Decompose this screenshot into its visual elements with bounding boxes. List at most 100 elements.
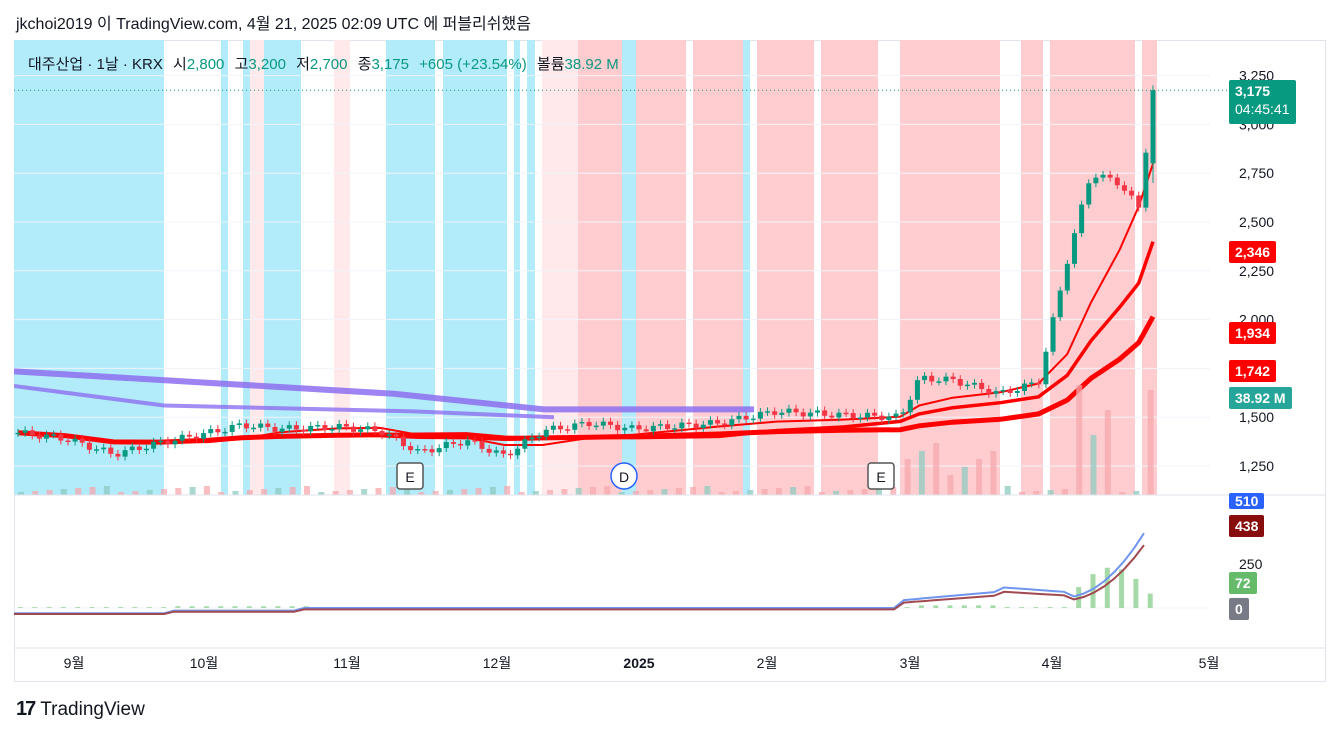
candle-body — [329, 429, 335, 431]
candle-body — [365, 426, 371, 430]
ma-mid-purple — [14, 383, 555, 420]
price-chart[interactable]: 1,2501,5001,7502,0002,2502,5002,7503,000… — [14, 40, 1326, 682]
candle-body — [301, 429, 307, 432]
candle-body — [172, 440, 178, 445]
candle-body — [529, 437, 535, 440]
osc-hist-bar — [218, 606, 224, 608]
time-tick-label: 5월 — [1199, 655, 1220, 671]
volume-bar — [218, 492, 225, 495]
candle-body — [429, 449, 435, 453]
candle-body — [729, 419, 735, 426]
candle-body — [165, 440, 171, 445]
volume-bar — [103, 486, 110, 495]
candle-body — [1100, 174, 1106, 178]
candle-body — [736, 415, 742, 420]
candle-body — [393, 434, 399, 437]
regime-band — [514, 40, 520, 495]
osc-macd-tag: 510 — [1229, 493, 1265, 509]
candle-body — [465, 440, 471, 446]
candle-body — [315, 424, 321, 427]
regime-band — [386, 40, 435, 495]
osc-hist-bar — [1004, 607, 1010, 608]
osc-hist-bar — [289, 606, 295, 608]
candle-body — [986, 388, 992, 394]
candle-body — [1057, 290, 1063, 318]
candle-body — [836, 412, 842, 418]
candle-body — [765, 411, 771, 413]
volume-tag: 38.92 M — [1229, 387, 1292, 409]
bar-countdown: 04:45:41 — [1235, 101, 1290, 117]
time-tick-label: 4월 — [1042, 655, 1063, 671]
candle-body — [293, 425, 299, 430]
osc-hist-bar — [947, 605, 953, 608]
candle-body — [1029, 382, 1035, 384]
candle-body — [943, 376, 949, 382]
osc-hist-bar — [961, 605, 967, 608]
osc-zero-tag: 0 — [1229, 598, 1249, 620]
candle-body — [515, 448, 521, 456]
candle-body — [1121, 185, 1127, 191]
time-tick-label: 2월 — [757, 655, 778, 671]
time-tick-label: 10월 — [190, 655, 218, 671]
candle-body — [415, 449, 421, 451]
osc-hist-bar — [18, 607, 23, 608]
osc-hist-bar — [1133, 578, 1139, 608]
candle-body — [1000, 389, 1006, 392]
volume-bar — [1076, 385, 1083, 495]
volume-bar — [1033, 491, 1040, 495]
volume-bar — [518, 492, 525, 495]
candle-body — [786, 408, 792, 413]
candle-body — [44, 434, 50, 439]
volume-bar — [232, 491, 239, 495]
time-tick-label: 2025 — [623, 655, 654, 671]
osc-hist-bar — [918, 605, 924, 608]
candle-body — [1136, 195, 1142, 208]
candle-body — [629, 425, 635, 428]
candle-body — [743, 415, 749, 420]
candle-body — [807, 412, 813, 417]
candle-body — [636, 425, 642, 430]
footer-brand[interactable]: 17 TradingView — [16, 698, 145, 721]
candle-body — [279, 428, 285, 432]
candle-body — [1064, 263, 1070, 291]
candle-body — [22, 430, 28, 433]
volume-bar — [575, 488, 582, 495]
volume-bar — [904, 459, 911, 495]
volume-bar — [161, 489, 167, 495]
osc-hist-bar — [32, 607, 38, 608]
symbol-label[interactable]: 대주산업 · 1날 · KRX — [28, 56, 163, 73]
candle-body — [1150, 90, 1156, 164]
candle-body — [15, 432, 21, 435]
candle-body — [308, 425, 314, 432]
candle-body — [322, 424, 328, 431]
candle-body — [1050, 317, 1056, 352]
candle-body — [957, 379, 963, 386]
candle-body — [550, 425, 556, 430]
volume-bar — [1147, 390, 1154, 495]
candle-body — [436, 448, 442, 453]
candle-body — [800, 412, 806, 417]
volume-bar — [990, 451, 997, 495]
candle-body — [772, 411, 778, 415]
volume-bar — [189, 487, 196, 495]
candle-body — [51, 434, 57, 436]
volume-bar — [475, 488, 482, 495]
osc-hist-bar — [976, 605, 982, 608]
osc-hist-bar — [904, 607, 910, 608]
volume-bar — [1119, 492, 1126, 495]
ohlc-legend: 대주산업 · 1날 · KRX 시2,800 고3,200 저2,700 종3,… — [28, 53, 619, 74]
time-tick-label: 11월 — [333, 655, 360, 671]
volume-bar — [704, 486, 711, 495]
candle-body — [208, 429, 214, 434]
osc-hist-bar — [132, 607, 138, 608]
candle-body — [650, 425, 656, 432]
candle-body — [1014, 390, 1020, 393]
candle-body — [886, 416, 892, 421]
candle-body — [657, 424, 663, 426]
volume-bar — [375, 488, 382, 495]
candle-body — [972, 382, 978, 385]
candle-body — [543, 429, 549, 437]
time-tick-label: 3월 — [900, 655, 921, 671]
candle-body — [222, 431, 228, 434]
candle-body — [229, 424, 235, 432]
